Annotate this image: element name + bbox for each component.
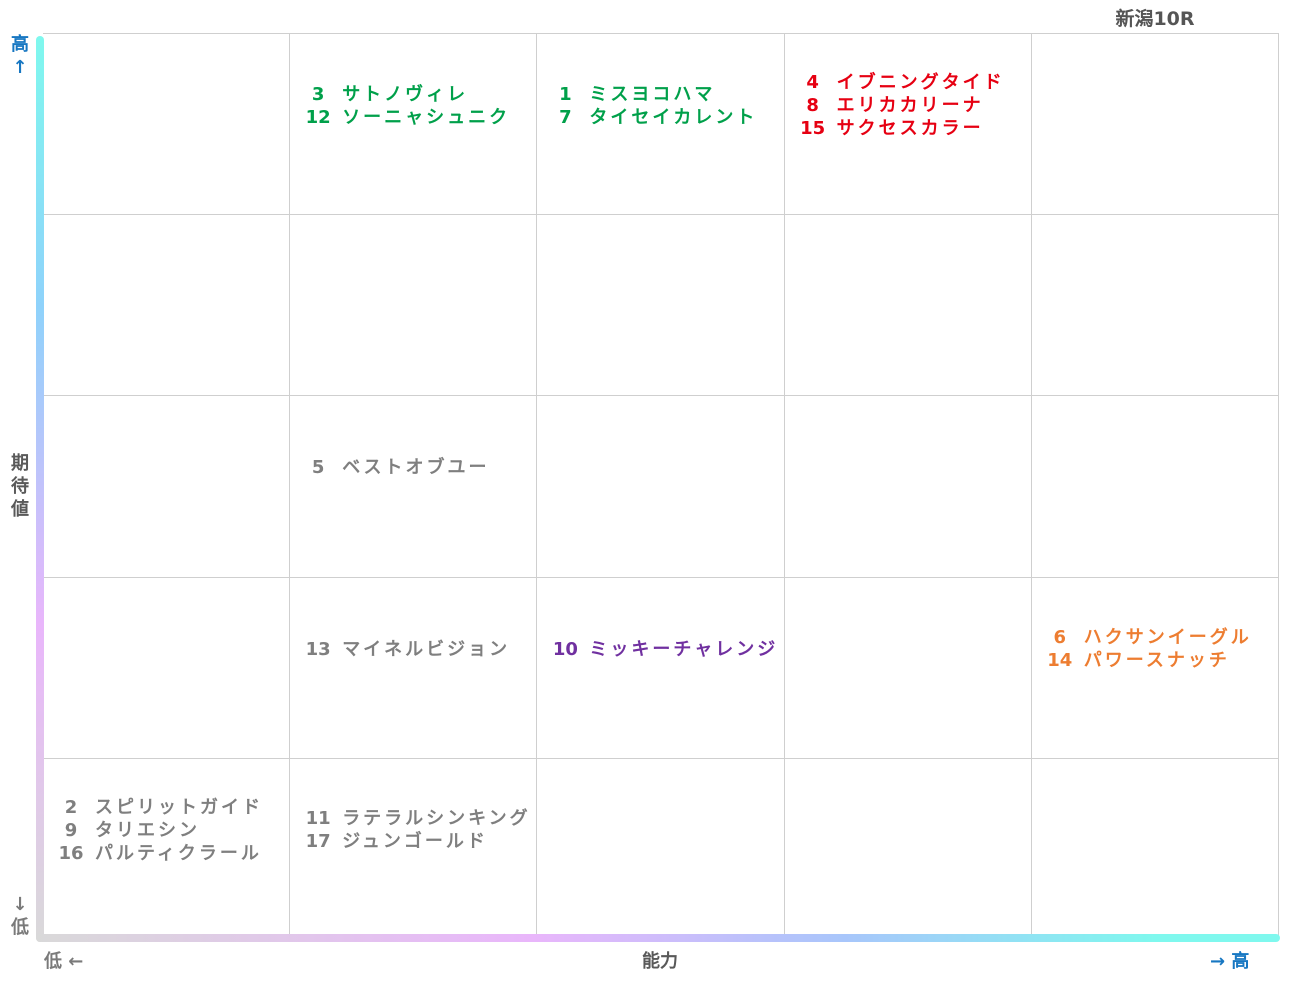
grid-line-vertical xyxy=(536,33,537,939)
grid-line-horizontal xyxy=(43,758,1279,759)
horse-number: 14 xyxy=(1047,650,1073,672)
horse-entry: 11 ラテラルシンキング xyxy=(300,807,533,830)
matrix-cell: 5 ベストオブユー xyxy=(300,377,533,558)
horse-name: パルティクラール xyxy=(95,842,262,864)
matrix-cell: 1 ミスヨコハマ 7 タイセイカレント xyxy=(547,15,780,196)
horse-entry: 1 ミスヨコハマ xyxy=(547,83,780,106)
horse-number: 3 xyxy=(311,83,325,105)
y-axis-gradient-bar xyxy=(36,36,44,942)
y-axis-title: 期待値 xyxy=(11,453,29,520)
matrix-cell: 10 ミッキーチャレンジ xyxy=(547,559,780,740)
matrix-cell: 6 ハクサンイーグル 14 パワースナッチ xyxy=(1042,559,1275,740)
horse-entry: 13 マイネルビジョン xyxy=(300,638,533,661)
horse-entry: 4 イブニングタイド xyxy=(795,71,1028,94)
horse-name: ベストオブユー xyxy=(342,457,490,479)
horse-number: 13 xyxy=(305,638,331,660)
horse-entry: 5 ベストオブユー xyxy=(300,456,533,479)
horse-entry: 12 ソーニャシュニク xyxy=(300,106,533,129)
grid-line-vertical xyxy=(784,33,785,939)
grid-line-vertical xyxy=(289,33,290,939)
horse-number: 2 xyxy=(64,796,78,818)
x-axis-title: 能力 xyxy=(642,951,678,972)
horse-name: ジュンゴールド xyxy=(342,831,488,853)
horse-name: エリカカリーナ xyxy=(836,95,984,117)
horse-number: 16 xyxy=(58,842,84,864)
horse-name: ソーニャシュニク xyxy=(342,106,511,128)
matrix-cell: 13 マイネルビジョン xyxy=(300,559,533,740)
horse-entry: 17 ジュンゴールド xyxy=(300,830,533,853)
horse-name: イブニングタイド xyxy=(836,72,1005,94)
matrix-cell: 4 イブニングタイド 8 エリカカリーナ 15 サクセスカラー xyxy=(795,15,1028,196)
horse-name: ミスヨコハマ xyxy=(589,83,716,105)
horse-entry: 8 エリカカリーナ xyxy=(795,94,1028,117)
race-title: 新潟10R xyxy=(1115,8,1195,30)
horse-name: ミッキーチャレンジ xyxy=(589,638,779,660)
y-axis-high-label: 高↑ xyxy=(11,34,29,78)
horse-entry: 9 タリエシン xyxy=(53,819,286,842)
horse-entry: 6 ハクサンイーグル xyxy=(1042,626,1275,649)
horse-name: サトノヴィレ xyxy=(342,83,469,105)
horse-name: サクセスカラー xyxy=(836,118,984,140)
matrix-cell: 3 サトノヴィレ 12 ソーニャシュニク xyxy=(300,15,533,196)
grid-line-horizontal xyxy=(43,214,1279,215)
y-axis-low-label: ↓低 xyxy=(11,894,29,938)
horse-number: 12 xyxy=(305,106,331,128)
horse-name: スピリットガイド xyxy=(95,796,263,818)
matrix-cell: 11 ラテラルシンキング 17 ジュンゴールド xyxy=(300,740,533,921)
x-axis-high-label: → 高 xyxy=(1210,951,1250,972)
horse-entry: 14 パワースナッチ xyxy=(1042,649,1275,672)
horse-number: 15 xyxy=(800,118,826,140)
horse-name: ハクサンイーグル xyxy=(1083,627,1252,649)
horse-number: 17 xyxy=(305,831,331,853)
x-axis-low-label: 低 ← xyxy=(44,951,84,972)
horse-number: 11 xyxy=(305,808,331,830)
horse-number: 4 xyxy=(806,72,819,94)
horse-number: 9 xyxy=(64,819,78,841)
x-axis-gradient-bar xyxy=(36,934,1280,942)
horse-name: マイネルビジョン xyxy=(342,638,511,660)
horse-number: 7 xyxy=(559,106,572,128)
horse-entry: 15 サクセスカラー xyxy=(795,117,1028,140)
horse-number: 1 xyxy=(559,83,572,105)
grid-line-horizontal xyxy=(43,395,1279,396)
horse-entry: 7 タイセイカレント xyxy=(547,106,780,129)
horse-entry: 3 サトノヴィレ xyxy=(300,83,533,106)
horse-entry: 2 スピリットガイド xyxy=(53,796,286,819)
horse-number: 6 xyxy=(1053,627,1067,649)
horse-name: タリエシン xyxy=(95,819,200,841)
horse-name: ラテラルシンキング xyxy=(342,808,531,830)
horse-number: 8 xyxy=(806,95,819,117)
matrix-cell: 2 スピリットガイド 9 タリエシン 16 パルティクラール xyxy=(53,740,286,921)
horse-number: 10 xyxy=(552,638,578,660)
horse-name: パワースナッチ xyxy=(1083,650,1230,672)
horse-entry: 16 パルティクラール xyxy=(53,842,286,865)
grid-line-horizontal xyxy=(43,577,1279,578)
horse-number: 5 xyxy=(311,457,325,479)
grid-line-vertical xyxy=(1031,33,1032,939)
horse-name: タイセイカレント xyxy=(589,106,758,128)
horse-entry: 10 ミッキーチャレンジ xyxy=(547,638,780,661)
grid-frame xyxy=(43,33,1279,939)
